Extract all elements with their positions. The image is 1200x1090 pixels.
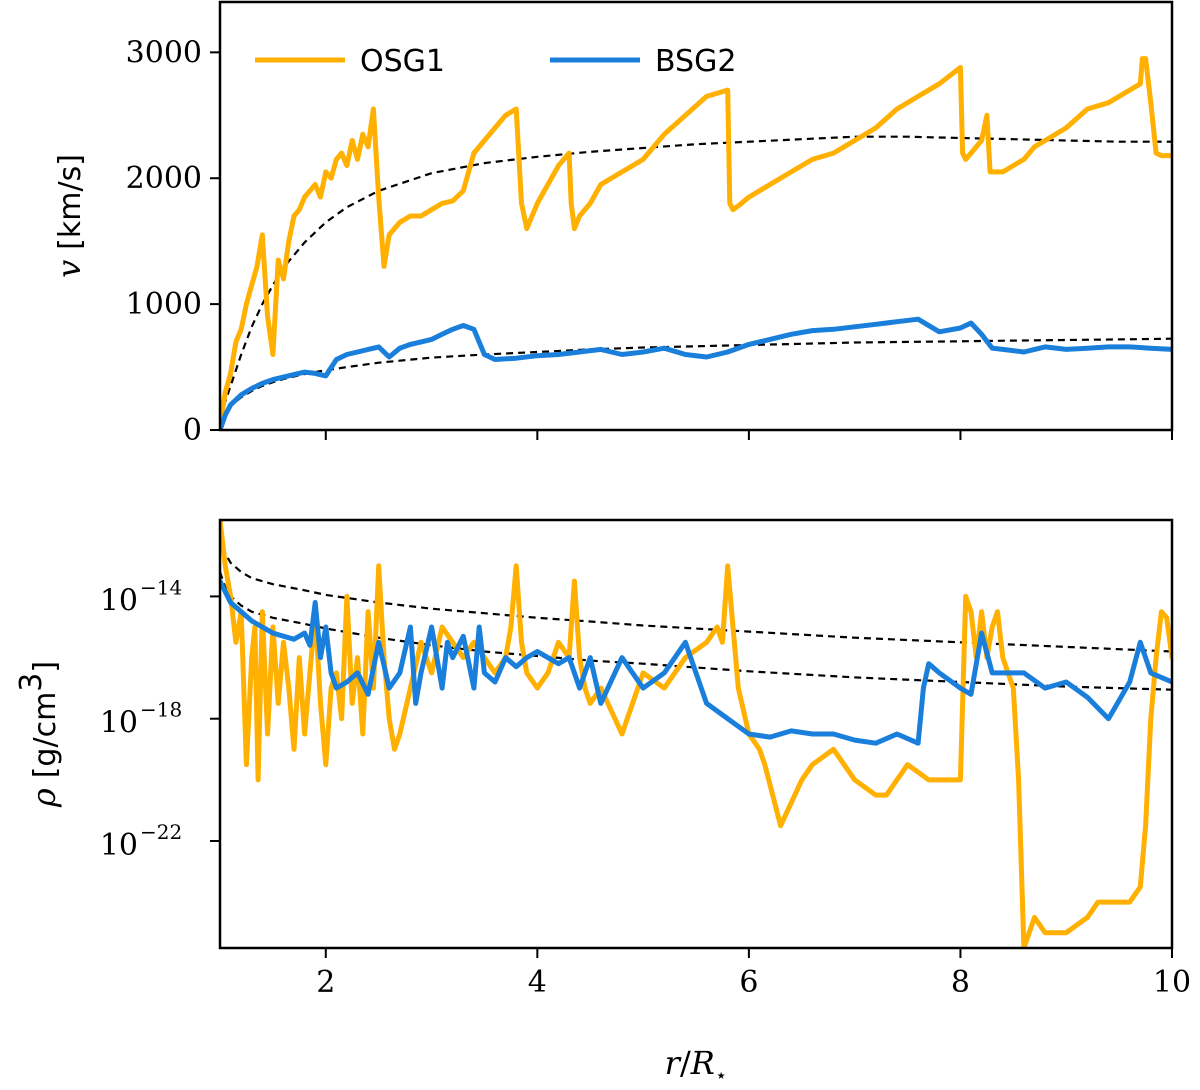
density-ytick-base: 10	[100, 828, 138, 863]
x-label-sub: ⋆	[715, 1063, 728, 1087]
density-y-axis-label: ρ [g/cm3]	[14, 661, 63, 808]
density-xtick-label: 4	[528, 965, 547, 1000]
legend-label-osg1: OSG1	[360, 44, 445, 79]
density-ytick-exp: −14	[140, 575, 182, 599]
density-xtick-label: 8	[951, 965, 970, 1000]
velocity-model-curve-1	[220, 135, 1172, 418]
x-label-R: R	[690, 1044, 715, 1082]
density-y-unit-close: ]	[28, 661, 63, 673]
density-xtick-label: 6	[739, 965, 758, 1000]
velocity-series-bsg2	[220, 316, 1172, 430]
density-plot-frame	[218, 518, 1174, 950]
density-model-curve-2	[220, 571, 1172, 691]
velocity-plot-frame	[218, 0, 1174, 432]
density-y-unit-exp: 3	[14, 673, 49, 692]
density-y-symbol: ρ	[25, 788, 63, 808]
velocity-y-symbol: v	[50, 260, 88, 278]
density-series-osg1	[220, 520, 1172, 948]
velocity-y-axis-label: v [km/s]	[50, 154, 88, 278]
velocity-y-unit: [km/s]	[53, 154, 88, 250]
velocity-series-osg1	[220, 56, 1172, 427]
density-y-unit: [g/cm	[28, 692, 63, 779]
velocity-series	[220, 56, 1172, 430]
legend: OSG1 BSG2	[255, 44, 736, 79]
density-x-ticks: 2 4 6 8 10	[316, 948, 1191, 1000]
x-label-r: r	[665, 1044, 682, 1082]
velocity-panel: 0 1000 2000 3000 v [km/s] OSG1 BSG2	[50, 0, 1174, 448]
x-axis-label: r/R⋆	[665, 1044, 728, 1087]
velocity-ytick-label: 2000	[126, 161, 202, 196]
velocity-ytick-label: 3000	[126, 35, 202, 70]
density-ytick-base: 10	[100, 706, 138, 741]
velocity-ytick-label: 0	[183, 413, 202, 448]
density-series-bsg2	[220, 578, 1172, 746]
density-xtick-label: 2	[316, 965, 335, 1000]
velocity-x-ticks	[324, 430, 1173, 440]
velocity-y-ticks: 0 1000 2000 3000	[126, 35, 220, 448]
x-label-slash: /	[680, 1044, 691, 1082]
density-xtick-label: 10	[1153, 965, 1191, 1000]
density-series	[220, 520, 1172, 948]
velocity-model-curves	[220, 135, 1172, 419]
density-ytick-base: 10	[100, 583, 138, 618]
velocity-model-curve-2	[220, 337, 1172, 419]
density-model-curves	[220, 534, 1172, 691]
velocity-ytick-label: 1000	[126, 287, 202, 322]
density-ytick-exp: −18	[140, 698, 182, 722]
density-model-curve-1	[220, 534, 1172, 653]
legend-label-bsg2: BSG2	[655, 44, 736, 79]
density-ytick-exp: −22	[140, 820, 182, 844]
